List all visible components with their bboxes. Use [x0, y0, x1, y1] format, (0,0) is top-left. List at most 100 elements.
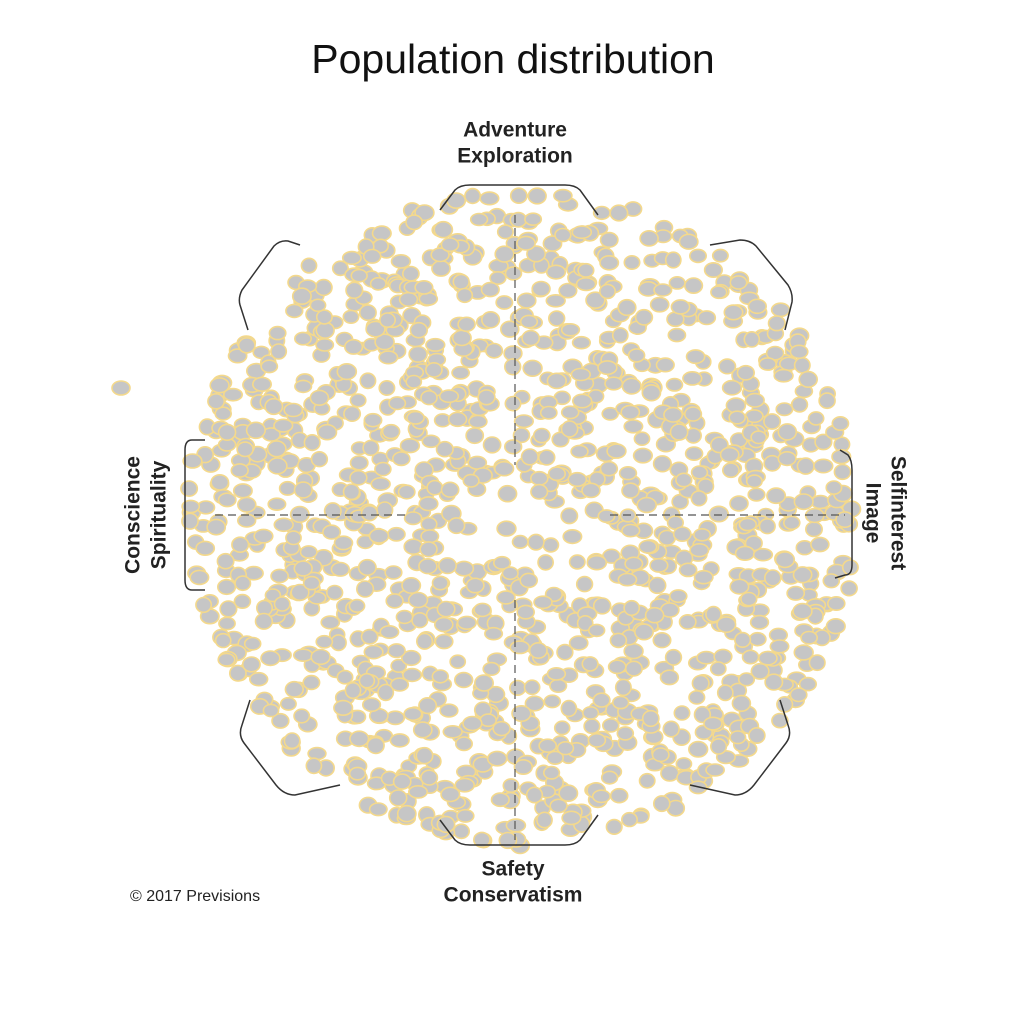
person-dot [210, 473, 230, 491]
person-dot [294, 379, 313, 394]
frame-bottom-left [239, 699, 341, 796]
person-dot [209, 377, 230, 394]
person-dot [449, 654, 467, 670]
person-dot [270, 343, 288, 360]
person-dot [330, 561, 350, 577]
person-dot [546, 372, 567, 390]
person-dot [527, 533, 545, 551]
person-dot [390, 253, 412, 269]
person-dot [401, 576, 422, 594]
person-dot [716, 684, 734, 702]
person-dot [804, 521, 823, 538]
person-dot [524, 695, 545, 712]
person-dot [489, 270, 507, 285]
person-dot [520, 448, 539, 466]
frame-top-left [238, 240, 301, 331]
person-dot [333, 535, 354, 551]
person-dot [189, 569, 210, 586]
person-dot [793, 493, 814, 511]
person-dot [482, 661, 501, 677]
person-dot [586, 554, 608, 571]
person-dot [342, 309, 360, 324]
person-dot [504, 439, 523, 455]
person-dot [648, 576, 667, 595]
person-dot [350, 268, 368, 283]
person-dot [401, 649, 422, 667]
person-dot [688, 248, 707, 264]
person-dot [358, 672, 376, 689]
person-dot [420, 516, 438, 532]
person-dot [249, 671, 269, 687]
person-dot [750, 430, 768, 445]
person-dot [532, 427, 551, 444]
person-dot [315, 337, 335, 352]
person-dot [377, 683, 395, 702]
person-dot [777, 451, 797, 467]
person-dot [504, 395, 522, 412]
person-dot [241, 656, 261, 673]
person-dot [766, 487, 787, 505]
person-dot [693, 569, 714, 585]
person-dot [320, 615, 341, 630]
person-dot [560, 507, 579, 525]
person-dot [431, 575, 449, 591]
person-dot [420, 390, 438, 406]
person-dot [691, 674, 710, 692]
person-dot [273, 418, 294, 433]
person-dot [252, 376, 273, 392]
person-dot [462, 715, 483, 732]
person-dot [433, 220, 454, 239]
person-dot [493, 555, 512, 570]
person-dot [607, 659, 627, 675]
person-dot [456, 615, 478, 630]
person-dot [232, 483, 253, 499]
person-dot [223, 387, 244, 402]
person-dot [233, 593, 252, 610]
person-dot [234, 575, 252, 592]
person-dot [576, 614, 594, 632]
person-dot [763, 413, 782, 430]
person-dot [652, 795, 671, 813]
person-dot [371, 225, 392, 242]
person-dot [723, 304, 744, 321]
person-dot [407, 785, 428, 799]
person-dot [782, 515, 801, 531]
person-dot [486, 750, 508, 767]
person-dot [703, 261, 724, 278]
person-dot [793, 644, 814, 661]
person-dot [577, 262, 595, 278]
person-dot [835, 511, 855, 529]
person-dot [345, 281, 364, 300]
person-dot [581, 706, 600, 720]
person-dot [547, 466, 567, 482]
person-dot [737, 672, 756, 687]
person-dot [509, 211, 528, 228]
person-dot [412, 721, 433, 739]
person-dot [285, 530, 302, 546]
person-dot [509, 640, 531, 655]
person-dot [587, 623, 606, 638]
person-dot [473, 674, 494, 692]
person-dot [668, 275, 686, 290]
person-dot [792, 602, 813, 620]
person-dot [601, 718, 620, 733]
person-dot [632, 447, 654, 464]
person-dot [623, 255, 641, 271]
person-dot [316, 423, 338, 441]
person-dot [663, 406, 684, 423]
person-dot [623, 419, 644, 434]
person-dot [793, 356, 811, 374]
person-dot [309, 298, 327, 313]
person-dot [527, 187, 547, 205]
person-dot [587, 732, 607, 748]
person-dot [426, 479, 444, 496]
person-dot [561, 810, 582, 826]
person-dot [405, 374, 423, 389]
person-dot [315, 321, 335, 339]
person-dot [362, 248, 382, 264]
person-dot [558, 282, 578, 299]
person-dot [618, 466, 638, 481]
person-dot [716, 616, 737, 634]
person-dot [453, 560, 475, 577]
